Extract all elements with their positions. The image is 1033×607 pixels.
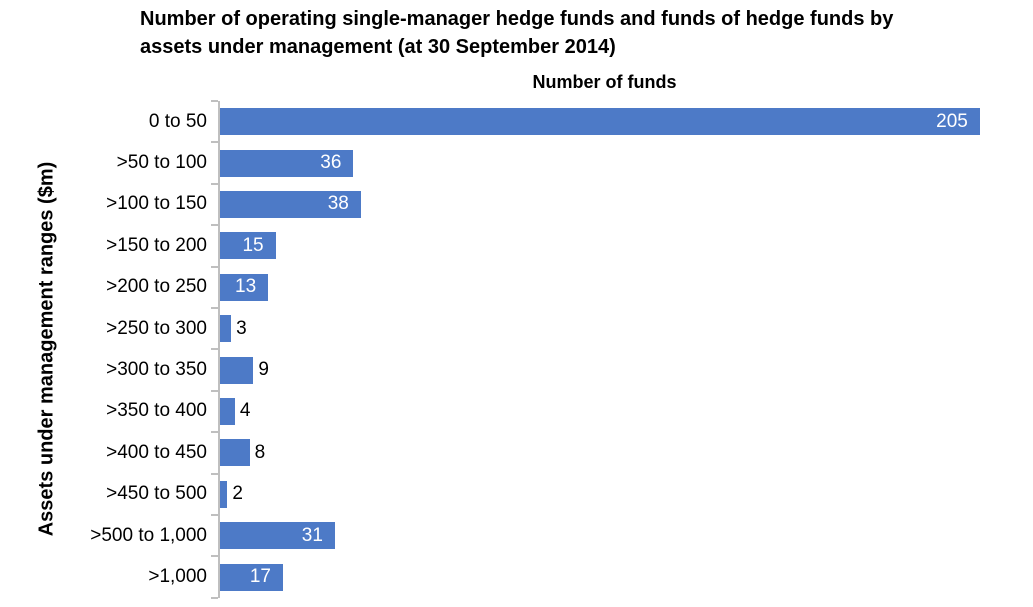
chart-title: Number of operating single-manager hedge… — [140, 5, 893, 61]
bar-track: 9 — [220, 356, 269, 384]
bar — [220, 356, 254, 384]
category-label: >150 to 200 — [106, 234, 207, 256]
bar: 36 — [220, 149, 354, 177]
bar-track: 15 — [220, 232, 276, 260]
value-label: 8 — [254, 441, 266, 463]
category-label: >250 to 300 — [106, 317, 207, 339]
bar-row: >150 to 200 15 — [0, 225, 1033, 266]
bar-row: 0 to 50 205 — [0, 101, 1033, 142]
bar-track: 205 — [220, 108, 980, 136]
bar-track: 36 — [220, 149, 354, 177]
axis-tick — [211, 141, 218, 144]
axis-tick — [211, 389, 218, 392]
bar-row: >500 to 1,000 31 — [0, 515, 1033, 556]
axis-tick — [211, 182, 218, 185]
category-label: >500 to 1,000 — [90, 524, 207, 546]
value-label: 4 — [239, 400, 251, 422]
bar-track: 3 — [220, 315, 247, 343]
category-label: 0 to 50 — [148, 110, 207, 132]
value-label: 31 — [301, 524, 323, 546]
value-label: 38 — [327, 193, 349, 215]
value-label: 13 — [235, 276, 257, 298]
bar-row: >100 to 150 38 — [0, 184, 1033, 225]
bar-row: >400 to 450 8 — [0, 432, 1033, 473]
y-axis-line — [218, 101, 220, 598]
axis-tick — [211, 265, 218, 268]
chart-title-line-1: Number of operating single-manager hedge… — [140, 8, 894, 30]
chart-title-line-2: assets under management (at 30 September… — [140, 36, 616, 58]
bar-track: 31 — [220, 522, 335, 550]
bar — [220, 315, 232, 343]
bar-row: >50 to 100 36 — [0, 142, 1033, 183]
value-label: 17 — [249, 566, 271, 588]
value-label: 9 — [258, 359, 269, 381]
axis-tick — [211, 431, 218, 434]
bar-track: 17 — [220, 563, 283, 591]
category-label: >1,000 — [148, 566, 207, 588]
bar-row: >1,000 17 — [0, 556, 1033, 597]
axis-tick — [211, 348, 218, 351]
axis-tick — [211, 514, 218, 516]
axis-tick — [211, 224, 218, 227]
category-label: >200 to 250 — [106, 276, 207, 298]
bar-track: 38 — [220, 190, 361, 218]
category-label: >50 to 100 — [116, 152, 207, 174]
bar: 31 — [220, 522, 335, 550]
category-label: >100 to 150 — [106, 193, 207, 215]
bar — [220, 480, 228, 508]
value-label: 15 — [242, 234, 264, 256]
bar-track: 4 — [220, 397, 251, 425]
axis-tick — [211, 472, 218, 475]
bar: 17 — [220, 563, 283, 591]
value-label: 205 — [936, 110, 968, 132]
plot-area: 0 to 50 205 >50 to 100 36 >100 to 150 38 >150 … — [0, 100, 1033, 599]
category-label: >350 to 400 — [106, 400, 207, 422]
bar-row: >450 to 500 2 — [0, 474, 1033, 515]
category-label: >300 to 350 — [106, 359, 207, 381]
value-label: 3 — [236, 317, 247, 339]
bar: 15 — [220, 232, 276, 260]
axis-tick — [211, 100, 218, 102]
bar: 205 — [220, 108, 980, 136]
category-label: >400 to 450 — [106, 441, 207, 463]
bar-track: 8 — [220, 439, 266, 467]
bar-track: 13 — [220, 273, 269, 301]
category-label: >450 to 500 — [106, 483, 207, 505]
value-label: 36 — [320, 152, 342, 174]
bar-row: >200 to 250 13 — [0, 267, 1033, 308]
axis-tick — [211, 596, 218, 599]
bar: 13 — [220, 273, 269, 301]
value-label: 2 — [232, 483, 243, 505]
x-axis-title: Number of funds — [532, 72, 677, 92]
axis-tick — [211, 555, 218, 558]
axis-tick — [211, 307, 218, 309]
bar-row: >300 to 350 9 — [0, 349, 1033, 390]
bar-row: >350 to 400 4 — [0, 391, 1033, 432]
bar: 38 — [220, 190, 361, 218]
bar — [220, 439, 250, 467]
bar-track: 2 — [220, 480, 243, 508]
bar — [220, 397, 235, 425]
bar-row: >250 to 300 3 — [0, 308, 1033, 349]
